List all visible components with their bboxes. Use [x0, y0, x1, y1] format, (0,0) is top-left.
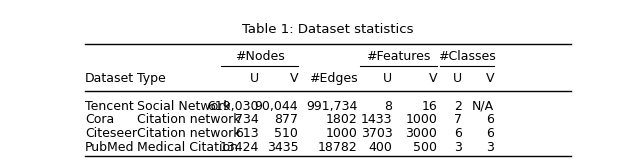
Text: #Classes: #Classes	[438, 50, 496, 63]
Text: N/A: N/A	[472, 100, 494, 113]
Text: 510: 510	[275, 127, 298, 140]
Text: Type: Type	[137, 72, 166, 85]
Text: 18782: 18782	[318, 141, 358, 153]
Text: Citation network: Citation network	[137, 127, 241, 140]
Text: V: V	[429, 72, 437, 85]
Text: 400: 400	[369, 141, 392, 153]
Text: 3000: 3000	[405, 127, 437, 140]
Text: 3435: 3435	[267, 141, 298, 153]
Text: 877: 877	[275, 113, 298, 126]
Text: 8: 8	[385, 100, 392, 113]
Text: 2: 2	[454, 100, 462, 113]
Text: Tencent: Tencent	[85, 100, 134, 113]
Text: 6: 6	[454, 127, 462, 140]
Text: 500: 500	[413, 141, 437, 153]
Text: Table 1: Dataset statistics: Table 1: Dataset statistics	[243, 23, 413, 36]
Text: 1000: 1000	[326, 127, 358, 140]
Text: 3: 3	[454, 141, 462, 153]
Text: 13424: 13424	[219, 141, 259, 153]
Text: 619,030: 619,030	[207, 100, 259, 113]
Text: V: V	[290, 72, 298, 85]
Text: Citeseer: Citeseer	[85, 127, 137, 140]
Text: Citation network: Citation network	[137, 113, 241, 126]
Text: 6: 6	[486, 127, 494, 140]
Text: 613: 613	[235, 127, 259, 140]
Text: Social Network: Social Network	[137, 100, 230, 113]
Text: 1802: 1802	[326, 113, 358, 126]
Text: PubMed: PubMed	[85, 141, 134, 153]
Text: Cora: Cora	[85, 113, 114, 126]
Text: 16: 16	[421, 100, 437, 113]
Text: 90,044: 90,044	[255, 100, 298, 113]
Text: 7: 7	[454, 113, 462, 126]
Text: 734: 734	[235, 113, 259, 126]
Text: Dataset: Dataset	[85, 72, 134, 85]
Text: 3703: 3703	[361, 127, 392, 140]
Text: 6: 6	[486, 113, 494, 126]
Text: 1433: 1433	[361, 113, 392, 126]
Text: 3: 3	[486, 141, 494, 153]
Text: #Edges: #Edges	[309, 72, 358, 85]
Text: V: V	[486, 72, 494, 85]
Text: 1000: 1000	[405, 113, 437, 126]
Text: 991,734: 991,734	[307, 100, 358, 113]
Text: #Nodes: #Nodes	[235, 50, 285, 63]
Text: #Features: #Features	[367, 50, 431, 63]
Text: U: U	[452, 72, 462, 85]
Text: U: U	[250, 72, 259, 85]
Text: Medical Citation: Medical Citation	[137, 141, 238, 153]
Text: U: U	[383, 72, 392, 85]
